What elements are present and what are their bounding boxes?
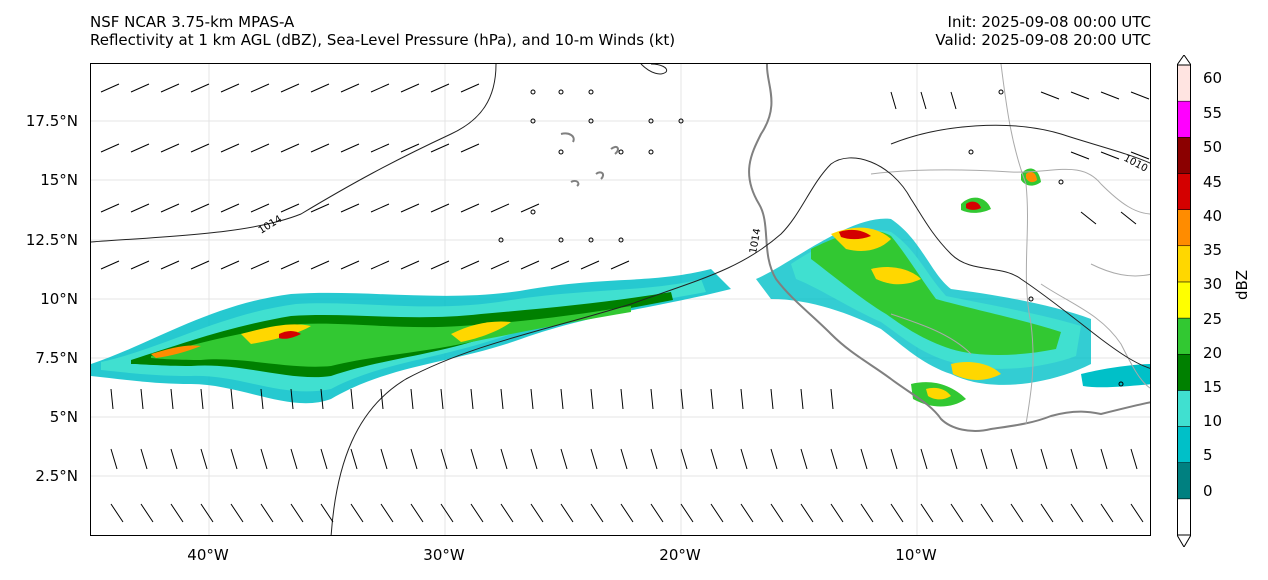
title-right: Init: 2025-09-08 00:00 UTC Valid: 2025-0…: [935, 13, 1151, 49]
colorbar-segment: [1177, 317, 1191, 355]
wind-barbs: [100, 83, 1150, 523]
colorbar-segment: [1177, 209, 1191, 247]
lon-label: 10°W: [895, 546, 937, 564]
colorbar-segment: [1177, 245, 1191, 283]
colorbar-tick: 30: [1203, 275, 1223, 293]
colorbar-segment: [1177, 173, 1191, 210]
lat-label: 7.5°N: [35, 349, 78, 367]
colorbar-tick: 10: [1203, 412, 1223, 430]
calm-markers: [498, 89, 1124, 387]
colorbar-tick: 45: [1203, 173, 1223, 191]
colorbar-tick: 25: [1203, 310, 1223, 328]
colorbar-tick: 35: [1203, 241, 1223, 259]
model-title: NSF NCAR 3.75-km MPAS-A: [90, 13, 295, 31]
colorbar-label: dBZ: [1233, 269, 1251, 300]
colorbar-tick: 60: [1203, 69, 1223, 87]
colorbar-tick: 50: [1203, 138, 1223, 156]
colorbar-tick: 20: [1203, 344, 1223, 362]
init-time: Init: 2025-09-08 00:00 UTC: [947, 13, 1151, 31]
colorbar-segment: [1177, 390, 1191, 427]
lat-label: 5°N: [49, 408, 78, 426]
colorbar-tick: 15: [1203, 378, 1223, 396]
colorbar-segment: [1177, 426, 1191, 463]
lon-label: 30°W: [423, 546, 465, 564]
reflectivity: [91, 168, 1150, 407]
map-svg: 1014 1014 1010: [91, 64, 1150, 535]
colorbar-segment: [1177, 137, 1191, 174]
colorbar-tick: 5: [1203, 446, 1213, 464]
lat-label: 2.5°N: [35, 467, 78, 485]
isobar-label: 1014: [257, 214, 284, 237]
valid-time: Valid: 2025-09-08 20:00 UTC: [935, 31, 1151, 49]
isobar-label: 1010: [1122, 153, 1150, 175]
lon-label: 20°W: [659, 546, 701, 564]
fields-title: Reflectivity at 1 km AGL (dBZ), Sea-Leve…: [90, 31, 676, 49]
colorbar-segment: [1177, 462, 1191, 500]
lat-label: 10°N: [40, 290, 78, 308]
colorbar-segment: [1177, 281, 1191, 319]
colorbar-segment: [1177, 353, 1191, 391]
lon-label: 40°W: [187, 546, 229, 564]
isobar-labels: 1014 1014 1010: [257, 153, 1149, 255]
title-left: NSF NCAR 3.75-km MPAS-A Reflectivity at …: [90, 13, 675, 49]
colorbar-tick: 0: [1203, 482, 1213, 500]
colorbar-segment: [1177, 498, 1191, 536]
borders: [870, 64, 1150, 425]
lat-label: 17.5°N: [25, 112, 78, 130]
lat-label: 15°N: [40, 171, 78, 189]
colorbar-tick: 40: [1203, 207, 1223, 225]
isobars: [91, 64, 1150, 535]
coastline: [560, 64, 1150, 432]
colorbar: [1177, 55, 1191, 547]
lat-label: 12.5°N: [25, 231, 78, 249]
colorbar-segment: [1177, 64, 1191, 102]
isobar-label: 1014: [748, 228, 763, 255]
colorbar-tick: 55: [1203, 104, 1223, 122]
colorbar-segment: [1177, 100, 1191, 138]
map-panel[interactable]: 1014 1014 1010: [90, 63, 1151, 536]
